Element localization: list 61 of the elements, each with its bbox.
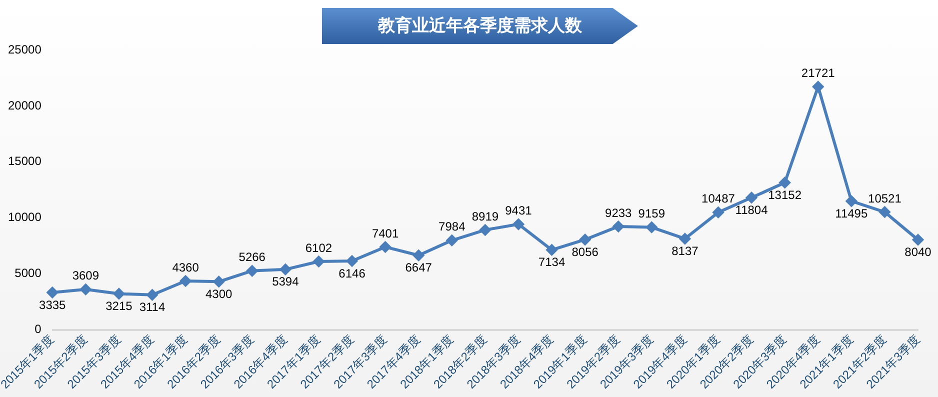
data-label: 4300: [205, 286, 233, 301]
data-label: 3609: [72, 268, 100, 283]
data-label: 4360: [172, 260, 200, 274]
data-label: 21721: [801, 66, 836, 80]
data-label: 13152: [768, 188, 802, 202]
point: [446, 234, 458, 246]
point: [180, 275, 192, 286]
point: [779, 177, 790, 188]
data-label: 9159: [638, 206, 666, 221]
data-label: 7401: [372, 226, 399, 240]
point: [912, 234, 924, 246]
data-label: 7134: [538, 255, 566, 270]
y-tick-label: 5000: [14, 266, 42, 280]
point: [879, 206, 890, 218]
point: [46, 286, 58, 298]
data-label: 10487: [702, 192, 736, 206]
point: [612, 220, 624, 232]
data-label: 9431: [505, 204, 532, 218]
point: [812, 81, 824, 92]
point: [213, 276, 224, 288]
data-label: 8137: [672, 244, 699, 258]
point: [679, 233, 690, 244]
data-label: 6647: [405, 260, 432, 275]
point: [246, 265, 258, 276]
point: [546, 244, 558, 256]
data-label: 6146: [338, 266, 366, 280]
data-label: 8040: [904, 245, 932, 260]
data-label: 3114: [139, 300, 166, 314]
y-tick-label: 25000: [8, 42, 42, 56]
point: [712, 206, 724, 218]
data-label: 7984: [438, 220, 466, 234]
data-label: 11804: [735, 202, 768, 217]
data-label: 11495: [835, 206, 868, 220]
data-label: 9233: [605, 206, 632, 220]
point: [512, 218, 524, 230]
point: [846, 196, 857, 207]
point: [480, 224, 491, 236]
y-tick-label: 15000: [8, 154, 42, 168]
data-label: 10521: [868, 191, 902, 206]
y-tick-label: 0: [34, 322, 42, 336]
point: [380, 241, 391, 252]
point: [113, 288, 124, 300]
y-tick-label: 10000: [8, 210, 42, 224]
point: [646, 222, 658, 233]
point: [313, 256, 324, 267]
data-label: 3335: [39, 298, 66, 312]
point: [346, 255, 358, 266]
point: [746, 192, 758, 204]
chart-title: 教育业近年各季度需求人数: [322, 8, 638, 44]
data-label: 3215: [106, 299, 133, 314]
point: [280, 264, 291, 275]
data-label: 5394: [272, 274, 300, 289]
point: [413, 250, 424, 261]
data-label: 8056: [572, 244, 599, 259]
data-label: 5266: [238, 250, 266, 264]
point: [80, 284, 92, 295]
data-label: 6102: [305, 240, 332, 255]
y-tick-label: 20000: [8, 98, 42, 112]
data-label: 8919: [472, 209, 499, 224]
point: [580, 234, 591, 246]
point: [146, 289, 158, 300]
